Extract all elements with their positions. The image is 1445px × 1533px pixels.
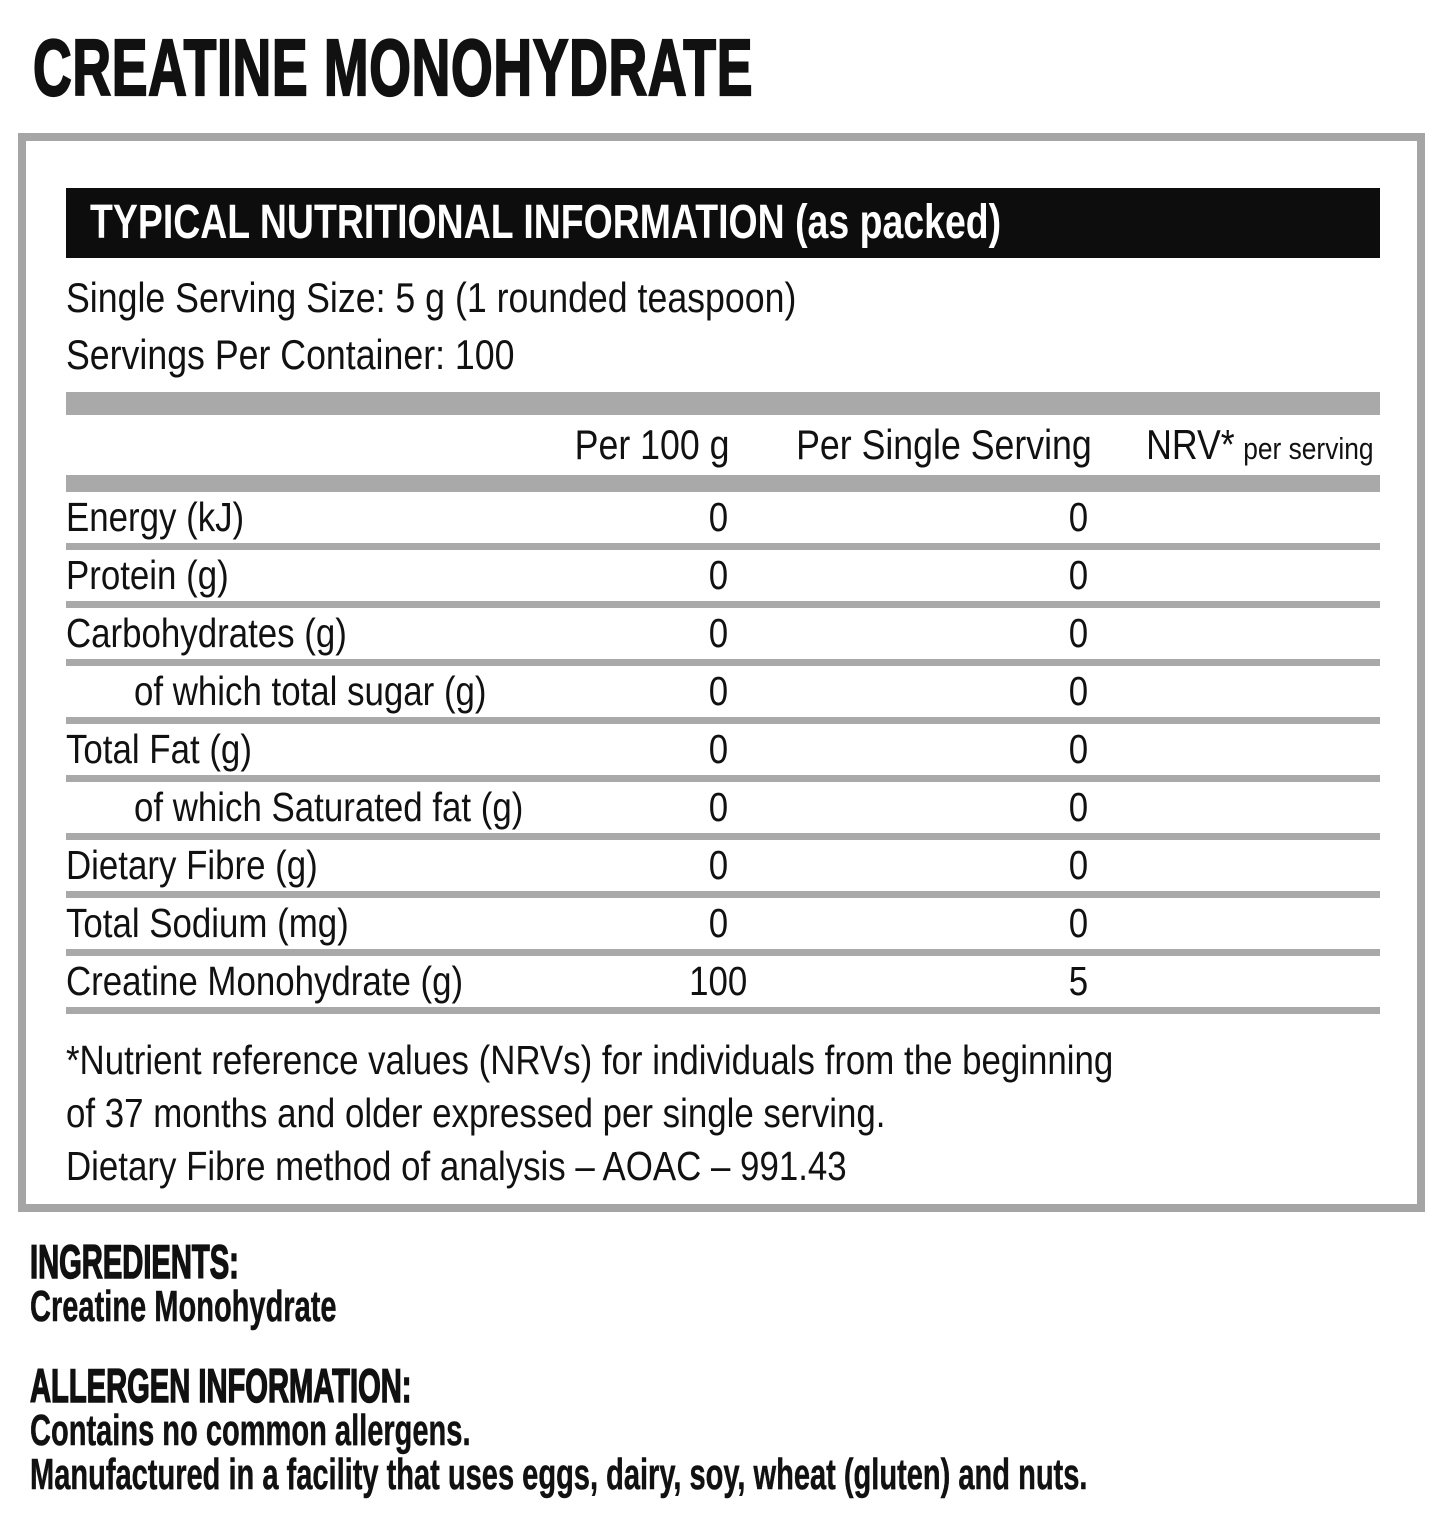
table-row-protein: Protein (g) 0 0 [66, 550, 1380, 608]
allergen-line-1: Contains no common allergens. [30, 1406, 471, 1455]
col-header-nrv: NRV* per serving [1146, 421, 1374, 468]
footnote-line-2: of 37 months and older expressed per sin… [66, 1090, 886, 1136]
footnotes: *Nutrient reference values (NRVs) for in… [66, 1034, 1380, 1193]
divider-thick [66, 392, 1380, 415]
ingredients-body: Creatine Monohydrate [30, 1282, 337, 1331]
product-title-text: CREATINE MONOHYDRATE [32, 23, 754, 112]
section-gap [30, 1329, 1445, 1362]
col-header-per-100g: Per 100 g [575, 421, 730, 468]
table-row-creatine-monohydrate: Creatine Monohydrate (g) 100 5 [66, 956, 1380, 1014]
table-row-energy: Energy (kJ) 0 0 [66, 492, 1380, 550]
table-row-total-fat: Total Fat (g) 0 0 [66, 724, 1380, 782]
table-row-saturated-fat: of which Saturated fat (g) 0 0 [66, 782, 1380, 840]
footnote-line-1: *Nutrient reference values (NRVs) for in… [66, 1037, 1114, 1083]
allergen-line-2: Manufactured in a facility that uses egg… [30, 1450, 1088, 1499]
servings-per-container-line: Servings Per Container: 100 [66, 331, 515, 378]
panel-header-text: TYPICAL NUTRITIONAL INFORMATION (as pack… [90, 196, 1002, 249]
table-row-dietary-fibre: Dietary Fibre (g) 0 0 [66, 840, 1380, 898]
serving-size-line: Single Serving Size: 5 g (1 rounded teas… [66, 274, 797, 321]
allergen-heading: ALLERGEN INFORMATION: [30, 1359, 412, 1412]
divider-under-headers [66, 475, 1380, 492]
col-header-per-serving: Per Single Serving [796, 421, 1092, 468]
nutrition-panel: TYPICAL NUTRITIONAL INFORMATION (as pack… [18, 133, 1425, 1212]
product-title: CREATINE MONOHYDRATE [32, 23, 1108, 112]
col-header-nrv-subtext: per serving [1243, 431, 1374, 466]
table-row-total-sodium: Total Sodium (mg) 0 0 [66, 898, 1380, 956]
column-header-row: Per 100 g Per Single Serving NRV* per ser… [66, 415, 1380, 475]
bottom-sections: INGREDIENTS: Creatine Monohydrate ALLERG… [30, 1235, 1445, 1499]
table-row-total-sugar: of which total sugar (g) 0 0 [66, 666, 1380, 724]
panel-header-bar: TYPICAL NUTRITIONAL INFORMATION (as pack… [66, 188, 1380, 258]
table-row-carbohydrates: Carbohydrates (g) 0 0 [66, 608, 1380, 666]
footnote-line-3: Dietary Fibre method of analysis – AOAC … [66, 1143, 847, 1189]
ingredients-heading: INGREDIENTS: [30, 1235, 240, 1288]
